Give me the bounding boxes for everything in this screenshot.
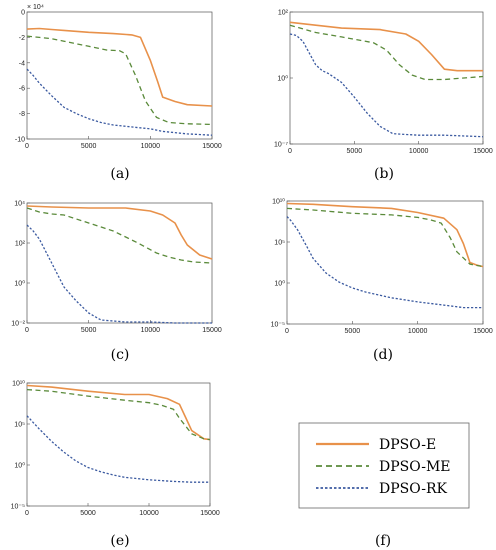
x-tick-label: 0 <box>288 148 292 155</box>
x-tick-label: 10000 <box>141 327 161 334</box>
x-tick-label: 5000 <box>81 327 97 334</box>
plot-frame <box>26 11 213 140</box>
y-tick-label: 10² <box>15 241 26 248</box>
series-line-dpso-rk <box>286 216 483 309</box>
y-tick-label: 10⁵ <box>14 422 25 429</box>
y-tick-label: 10⁻⁵ <box>271 322 285 329</box>
chart-c: 0 5000 10000 15000 10⁴ 10² 10⁰ 10⁻² (c) <box>11 201 222 364</box>
caption-b: (b) <box>374 166 394 182</box>
y-tick-label: -10 <box>15 137 25 144</box>
x-tick-label: 5000 <box>345 328 361 335</box>
y-tick-label: -4 <box>19 60 25 67</box>
y-tick-label: 10⁵ <box>274 240 285 247</box>
series-line-dpso-me <box>286 207 484 268</box>
series-line-dpso-rk <box>26 415 210 483</box>
y-tick-label: 10⁴ <box>14 201 25 208</box>
x-tick-label: 0 <box>25 510 29 517</box>
chart-b: 0 5000 10000 15000 10² 10⁰ 10⁻⁷ (b) <box>274 10 493 183</box>
x-tick-label: 10000 <box>141 143 161 150</box>
y-tick-label: 10² <box>278 10 289 17</box>
chart-e: 0 5000 10000 15000 10¹⁰ 10⁵ 10⁰ 10⁻⁵ (e) <box>11 380 220 550</box>
x-tick-label: 5000 <box>347 148 363 155</box>
series-line-dpso-me <box>26 35 213 126</box>
plot-frame <box>289 11 484 145</box>
series-line-dpso-e <box>26 205 213 260</box>
y-tick-label: 10¹⁰ <box>12 380 25 388</box>
legend-label-dpso-e: DPSO-E <box>379 437 436 453</box>
x-tick-label: 0 <box>25 327 29 334</box>
y-multiplier-label: × 10⁴ <box>27 4 44 11</box>
chart-d: 0 5000 10000 15000 10¹⁰ 10⁵ 10⁰ 10⁻⁵ (d) <box>271 198 493 364</box>
x-tick-label: 15000 <box>202 143 222 150</box>
caption-c: (c) <box>111 347 130 363</box>
x-tick-label: 0 <box>25 143 29 150</box>
series-line-dpso-e <box>26 384 211 441</box>
y-tick-label: 10⁰ <box>14 462 25 470</box>
x-tick-label: 15000 <box>473 148 493 155</box>
y-tick-label: -6 <box>19 86 25 93</box>
y-tick-label: 10⁻⁵ <box>11 504 25 511</box>
caption-d: (d) <box>373 347 393 363</box>
y-tick-label: 10⁰ <box>274 280 285 288</box>
x-tick-label: 5000 <box>80 510 96 517</box>
caption-e: (e) <box>110 533 129 549</box>
legend: DPSO-E DPSO-ME DPSO-RK <box>298 422 470 509</box>
caption-f: (f) <box>375 533 391 549</box>
x-tick-label: 10000 <box>139 510 159 517</box>
y-tick-label: -8 <box>19 111 25 118</box>
legend-label-dpso-me: DPSO-ME <box>379 459 451 475</box>
y-tick-label: 10¹⁰ <box>272 198 285 206</box>
legend-label-dpso-rk: DPSO-RK <box>379 481 447 497</box>
caption-a: (a) <box>110 166 129 182</box>
series-line-dpso-me <box>26 388 211 441</box>
x-tick-label: 10000 <box>409 148 429 155</box>
series-line-dpso-rk <box>26 68 213 136</box>
chart-a: 0 5000 10000 15000 0 -2 -4 -6 -8 -10 × 10⁴ (a) <box>15 4 222 182</box>
y-tick-label: 10⁻² <box>11 321 25 328</box>
x-tick-label: 0 <box>285 328 289 335</box>
plot-frame <box>286 200 484 325</box>
y-tick-label: 0 <box>21 10 25 17</box>
plot-frame <box>26 382 211 507</box>
series-line-dpso-e <box>289 21 483 72</box>
plot-frame <box>26 202 213 324</box>
y-tick-label: 10⁻⁷ <box>274 142 288 149</box>
series-line-dpso-me <box>26 207 213 264</box>
series-line-dpso-e <box>26 27 213 107</box>
x-tick-label: 15000 <box>202 327 222 334</box>
series-line-dpso-e <box>286 202 484 268</box>
y-tick-label: 10⁰ <box>277 75 288 83</box>
x-tick-label: 15000 <box>473 328 493 335</box>
y-tick-label: 10⁰ <box>14 280 25 288</box>
y-tick-label: -2 <box>19 35 25 42</box>
x-tick-label: 10000 <box>408 328 428 335</box>
x-tick-label: 5000 <box>81 143 97 150</box>
series-line-dpso-rk <box>289 33 484 138</box>
x-tick-label: 15000 <box>200 510 220 517</box>
